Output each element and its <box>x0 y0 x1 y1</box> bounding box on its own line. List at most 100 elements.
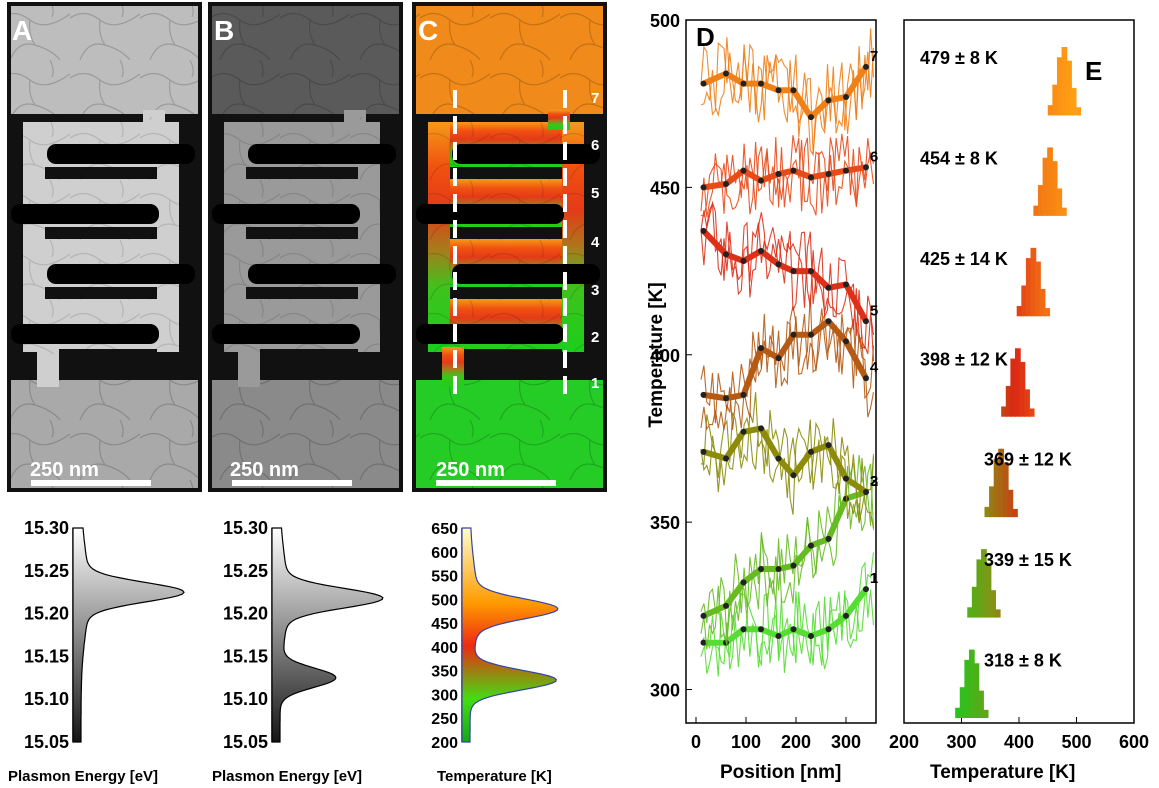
series-5-line <box>701 228 869 323</box>
panel-c-xlabel: Temperature [K] <box>437 768 552 785</box>
histogram-bar <box>1066 60 1072 116</box>
panel-c-scale-label: 250 nm <box>436 459 505 481</box>
series-3-line <box>702 425 868 495</box>
histogram-bar <box>1035 261 1041 317</box>
hist-tick-label: 200 <box>431 735 458 752</box>
series-5-label: 5 <box>870 302 878 319</box>
histogram-bar <box>1042 157 1049 216</box>
meander-link <box>238 347 260 387</box>
histogram-label: 398 ± 12 K <box>920 349 1008 369</box>
series-3-point <box>700 448 707 455</box>
series-1-point <box>843 612 849 619</box>
ytick-label: 350 <box>650 513 680 533</box>
panel-a-image <box>7 2 202 492</box>
panel-b-image <box>208 2 403 492</box>
series-7-point <box>758 80 764 87</box>
xtick-label: 300 <box>831 732 861 752</box>
histogram-bar <box>1056 57 1063 116</box>
series-3-point <box>723 455 729 462</box>
hist-area <box>271 527 384 743</box>
series-4-point <box>700 391 707 398</box>
hist-tick-label: 250 <box>431 711 458 728</box>
histogram-bar <box>964 659 971 718</box>
histogram-bar <box>955 707 961 718</box>
series-7-point <box>775 87 782 94</box>
series-7-label: 7 <box>870 48 878 65</box>
histogram-bar <box>1047 105 1054 116</box>
series-3-point <box>775 455 782 462</box>
series-7-point <box>790 87 797 94</box>
histogram-bar <box>1019 361 1026 417</box>
histogram-bar <box>1061 47 1068 116</box>
panel-b-histogram: 15.30 15.25 15.20 15.15 15.10 15.05 <box>223 518 384 752</box>
segment-label-1: 1 <box>591 375 599 392</box>
xtick-label: 200 <box>889 732 919 752</box>
series-6-label: 6 <box>870 148 878 165</box>
top-contact-texture <box>416 6 603 114</box>
hist-area <box>72 527 185 743</box>
panel-e-plot: 200 300 400 500 600 479 ± 8 K 454 ± 8 K 425 ± 1… <box>889 19 1149 752</box>
series-6-point <box>700 184 707 191</box>
histogram-bar <box>990 590 996 618</box>
series-2-point <box>843 495 849 502</box>
histogram-bar <box>1070 88 1077 116</box>
series-4-trace <box>700 294 875 430</box>
panel-d-frame <box>685 19 877 724</box>
histogram-bar <box>1075 107 1082 116</box>
histogram-label: 479 ± 8 K <box>920 48 998 68</box>
series-7-point <box>700 80 707 87</box>
histogram-bar <box>1039 288 1046 317</box>
series-2-label: 2 <box>870 473 878 490</box>
histogram-bar <box>1007 489 1014 518</box>
histogram-bar <box>1024 389 1030 417</box>
ytick-label: 300 <box>650 681 680 701</box>
histogram-bar <box>1025 258 1032 317</box>
series-6-point <box>843 167 849 174</box>
series-4-point <box>825 318 832 325</box>
series-2-point <box>790 562 797 569</box>
series-1-point <box>808 632 814 639</box>
series-1-point <box>825 626 832 633</box>
histogram-bar <box>967 607 973 618</box>
series-6-point <box>825 170 832 177</box>
panel-c-segment-labels: 1 2 3 4 5 6 7 <box>591 90 600 392</box>
panel-b-letter: B <box>214 15 234 46</box>
panel-b-scale-label: 250 nm <box>230 459 299 481</box>
top-contact-texture <box>11 6 198 114</box>
segment-label-7: 7 <box>591 90 599 107</box>
series-6-point <box>775 170 782 177</box>
series-3-point <box>843 475 849 482</box>
histogram-label: 425 ± 14 K <box>920 249 1008 269</box>
histogram-bar <box>1052 84 1059 116</box>
histogram-bar <box>1056 188 1063 216</box>
ytick-label: 500 <box>650 11 680 31</box>
hist-tick-label: 15.30 <box>223 518 268 538</box>
bottom-contact-texture <box>11 380 198 488</box>
meander-texture <box>23 117 179 354</box>
histogram-bar <box>981 549 987 618</box>
histogram-bar <box>978 690 984 718</box>
xtick-label: 200 <box>781 732 811 752</box>
series-4-point <box>740 391 747 398</box>
series-7-point <box>808 114 814 121</box>
panel-d-ylabel: Temperature [K] <box>646 282 667 427</box>
series-3-point <box>863 489 869 496</box>
series-2-point <box>758 566 764 573</box>
segment-label-6: 6 <box>591 137 599 154</box>
xtick-label: 500 <box>1061 732 1091 752</box>
series-5-point <box>790 268 797 275</box>
panel-e-letter: E <box>1085 56 1102 86</box>
series-4-label: 4 <box>870 359 879 376</box>
series-7-point <box>825 97 832 104</box>
series-1-point <box>863 586 869 593</box>
series-7-point <box>723 70 729 77</box>
meander-texture <box>428 117 584 354</box>
panel-a-scale-label: 250 nm <box>30 459 99 481</box>
histogram-bar <box>985 562 992 618</box>
histogram-label: 369 ± 12 K <box>984 450 1072 470</box>
panel-e-xlabel: Temperature [K] <box>930 762 1075 783</box>
series-4-point <box>775 355 782 362</box>
series-2-point <box>723 602 729 609</box>
hist-tick-label: 650 <box>431 521 458 538</box>
